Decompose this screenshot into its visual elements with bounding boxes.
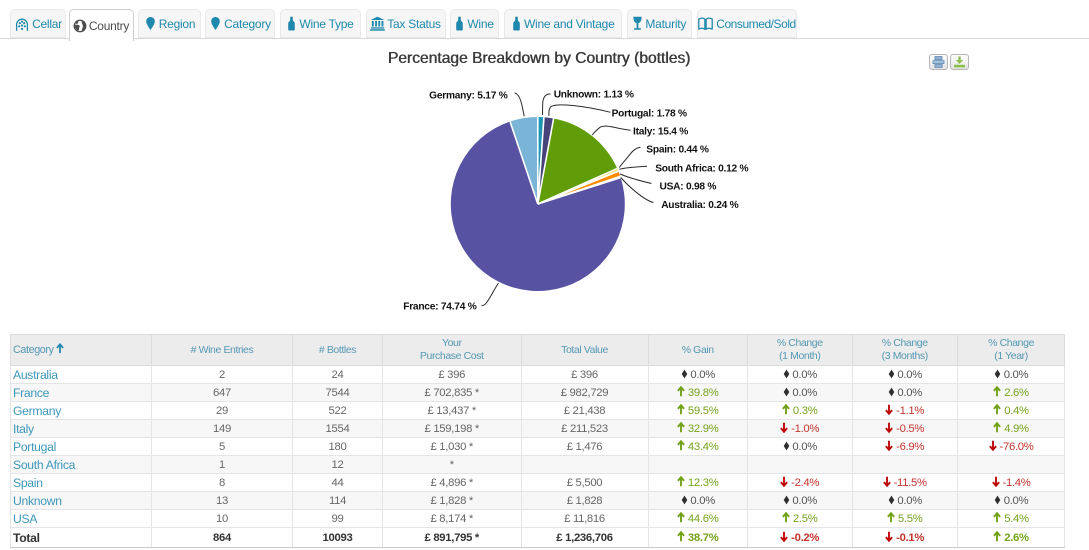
svg-text:Portugal: 1.78 %: Portugal: 1.78 % bbox=[612, 108, 687, 119]
svg-text:Australia: 0.24 %: Australia: 0.24 % bbox=[661, 200, 738, 211]
svg-text:South Africa: 0.12 %: South Africa: 0.12 % bbox=[655, 163, 748, 174]
svg-text:Unknown: 1.13 %: Unknown: 1.13 % bbox=[554, 89, 634, 100]
svg-text:France: 74.74 %: France: 74.74 % bbox=[403, 301, 476, 312]
svg-text:Germany: 5.17 %: Germany: 5.17 % bbox=[429, 90, 508, 101]
svg-text:Italy: 15.4 %: Italy: 15.4 % bbox=[633, 126, 688, 137]
svg-text:USA: 0.98 %: USA: 0.98 % bbox=[660, 182, 717, 193]
svg-text:Spain: 0.44 %: Spain: 0.44 % bbox=[646, 145, 709, 156]
